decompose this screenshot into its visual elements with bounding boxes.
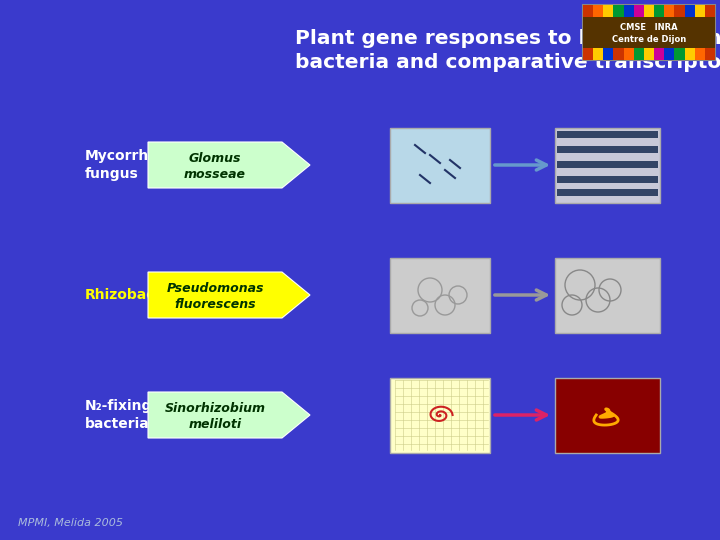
FancyBboxPatch shape (695, 48, 705, 60)
FancyBboxPatch shape (390, 377, 490, 453)
FancyBboxPatch shape (665, 48, 675, 60)
FancyBboxPatch shape (557, 161, 658, 168)
FancyBboxPatch shape (555, 258, 660, 333)
FancyBboxPatch shape (685, 5, 695, 17)
FancyBboxPatch shape (654, 5, 665, 17)
FancyBboxPatch shape (557, 131, 658, 138)
FancyBboxPatch shape (557, 189, 658, 196)
Text: Rhizobacteria: Rhizobacteria (85, 288, 193, 302)
FancyBboxPatch shape (593, 48, 603, 60)
FancyBboxPatch shape (634, 48, 644, 60)
Text: Mycorrhizal
fungus: Mycorrhizal fungus (85, 150, 176, 181)
Text: mosseae: mosseae (184, 167, 246, 180)
FancyBboxPatch shape (613, 5, 624, 17)
FancyBboxPatch shape (685, 48, 695, 60)
FancyBboxPatch shape (675, 5, 685, 17)
FancyBboxPatch shape (557, 146, 658, 153)
FancyBboxPatch shape (624, 5, 634, 17)
FancyBboxPatch shape (644, 48, 654, 60)
Text: meliloti: meliloti (189, 417, 242, 430)
Text: Centre de Dijon: Centre de Dijon (612, 35, 686, 44)
Text: Sinorhizobium: Sinorhizobium (164, 402, 266, 415)
Polygon shape (148, 272, 310, 318)
FancyBboxPatch shape (675, 48, 685, 60)
FancyBboxPatch shape (583, 5, 593, 17)
FancyBboxPatch shape (390, 127, 490, 202)
FancyBboxPatch shape (644, 5, 654, 17)
Text: Plant gene responses to beneficial rhizosphere: Plant gene responses to beneficial rhizo… (295, 29, 720, 48)
Text: N₂-fixing
bacteria: N₂-fixing bacteria (85, 400, 153, 431)
Text: Pseudomonas: Pseudomonas (166, 281, 264, 294)
FancyBboxPatch shape (624, 48, 634, 60)
Text: Glomus: Glomus (189, 152, 241, 165)
FancyBboxPatch shape (654, 48, 665, 60)
FancyBboxPatch shape (583, 48, 593, 60)
FancyBboxPatch shape (390, 258, 490, 333)
FancyBboxPatch shape (613, 48, 624, 60)
FancyBboxPatch shape (583, 5, 715, 60)
Text: bacteria and comparative transcriptomics: bacteria and comparative transcriptomics (295, 52, 720, 71)
Text: MPMI, Melida 2005: MPMI, Melida 2005 (18, 518, 123, 528)
FancyBboxPatch shape (555, 377, 660, 453)
Polygon shape (148, 392, 310, 438)
FancyBboxPatch shape (695, 5, 705, 17)
FancyBboxPatch shape (557, 176, 658, 183)
FancyBboxPatch shape (583, 17, 715, 48)
FancyBboxPatch shape (593, 5, 603, 17)
Text: CMSE   INRA: CMSE INRA (620, 23, 678, 31)
FancyBboxPatch shape (665, 5, 675, 17)
FancyBboxPatch shape (705, 5, 715, 17)
FancyBboxPatch shape (603, 5, 613, 17)
FancyBboxPatch shape (603, 48, 613, 60)
FancyBboxPatch shape (634, 5, 644, 17)
FancyBboxPatch shape (555, 127, 660, 202)
Polygon shape (148, 142, 310, 188)
Text: fluorescens: fluorescens (174, 298, 256, 310)
FancyBboxPatch shape (705, 48, 715, 60)
